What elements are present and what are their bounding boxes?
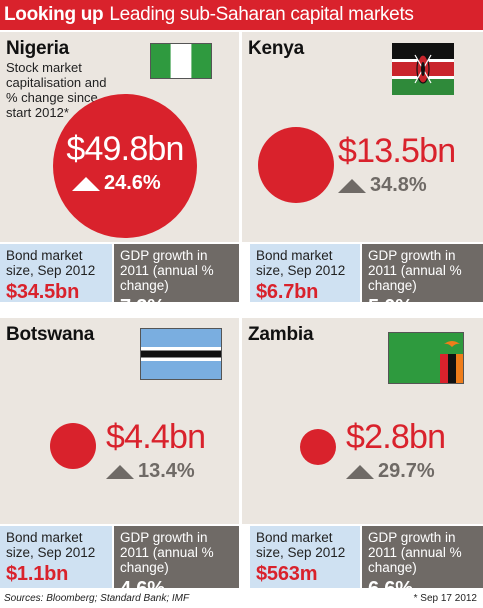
bond-box-nigeria: Bond market size, Sep 2012 $34.5bn [0, 244, 112, 303]
bond-value: $34.5bn [6, 281, 80, 303]
gdp-box-botswana: GDP growth in 2011 (annual % change) 4.6… [114, 526, 239, 600]
panel-zambia: Zambia $2.8bn 29.7% [242, 318, 483, 524]
gdp-label: GDP growth in 2011 (annual % change) [368, 248, 462, 293]
country-name: Zambia [248, 324, 314, 345]
country-name: Botswana [6, 324, 95, 345]
panel-nigeria: Nigeria Stock market capitalisation and … [0, 32, 239, 242]
market-cap-value: $4.4bn [106, 418, 206, 456]
market-cap-circle [53, 94, 197, 238]
bond-box-zambia: Bond market size, Sep 2012 $563m [250, 526, 360, 588]
up-arrow-icon [346, 464, 374, 479]
market-cap-change: 29.7% [346, 460, 435, 483]
panel-kenya: Kenya $13.5bn 34.8% [242, 32, 483, 242]
bond-value: $563m [256, 563, 318, 585]
change-value: 24.6% [104, 172, 161, 194]
sources-footnote: Sources: Bloomberg; Standard Bank; IMF [4, 593, 190, 604]
bond-label: Bond market size, Sep 2012 [6, 530, 96, 560]
botswana-flag-icon [140, 328, 222, 380]
gdp-label: GDP growth in 2011 (annual % change) [368, 530, 462, 575]
change-value: 29.7% [378, 460, 435, 482]
gdp-value: 7.2% [120, 296, 165, 318]
nigeria-flag-icon [150, 43, 212, 79]
market-cap-circle [258, 127, 334, 203]
bond-value: $1.1bn [6, 563, 69, 585]
gdp-box-kenya: GDP growth in 2011 (annual % change) 5.0… [362, 244, 483, 318]
market-cap-value: $2.8bn [346, 418, 446, 456]
country-name: Kenya [248, 38, 305, 59]
gdp-box-nigeria: GDP growth in 2011 (annual % change) 7.2… [114, 244, 239, 318]
market-cap-value: $49.8bn [66, 130, 184, 168]
up-arrow-icon [72, 176, 100, 191]
gdp-label: GDP growth in 2011 (annual % change) [120, 248, 214, 293]
gdp-value: 6.6% [368, 578, 413, 600]
zambia-flag-icon [388, 332, 464, 384]
panel-botswana: Botswana $4.4bn 13.4% [0, 318, 239, 524]
market-cap-value: $13.5bn [338, 132, 456, 170]
date-footnote: * Sep 17 2012 [413, 593, 477, 604]
up-arrow-icon [106, 464, 134, 479]
country-name: Nigeria [6, 38, 70, 59]
bond-label: Bond market size, Sep 2012 [256, 530, 346, 560]
gdp-box-zambia: GDP growth in 2011 (annual % change) 6.6… [362, 526, 483, 600]
header-title: Looking up [4, 4, 104, 25]
gdp-value: 5.0% [368, 296, 413, 318]
market-cap-circle [300, 429, 336, 465]
bond-label: Bond market size, Sep 2012 [256, 248, 346, 278]
change-value: 13.4% [138, 460, 195, 482]
kenya-flag-icon [392, 43, 454, 95]
bond-box-kenya: Bond market size, Sep 2012 $6.7bn [250, 244, 360, 303]
market-cap-circle [50, 423, 96, 469]
gdp-value: 4.6% [120, 578, 165, 600]
market-cap-change: 13.4% [106, 460, 195, 483]
header-subtitle: Leading sub-Saharan capital markets [109, 4, 414, 25]
market-cap-change: 24.6% [72, 172, 161, 195]
up-arrow-icon [338, 178, 366, 193]
change-value: 34.8% [370, 174, 427, 196]
bond-box-botswana: Bond market size, Sep 2012 $1.1bn [0, 526, 112, 588]
market-cap-note: Stock market capitalisation and % change… [6, 60, 107, 120]
market-cap-change: 34.8% [338, 174, 427, 197]
bond-label: Bond market size, Sep 2012 [6, 248, 96, 278]
bond-value: $6.7bn [256, 281, 319, 303]
gdp-label: GDP growth in 2011 (annual % change) [120, 530, 214, 575]
header-banner: Looking up Leading sub-Saharan capital m… [0, 0, 483, 30]
